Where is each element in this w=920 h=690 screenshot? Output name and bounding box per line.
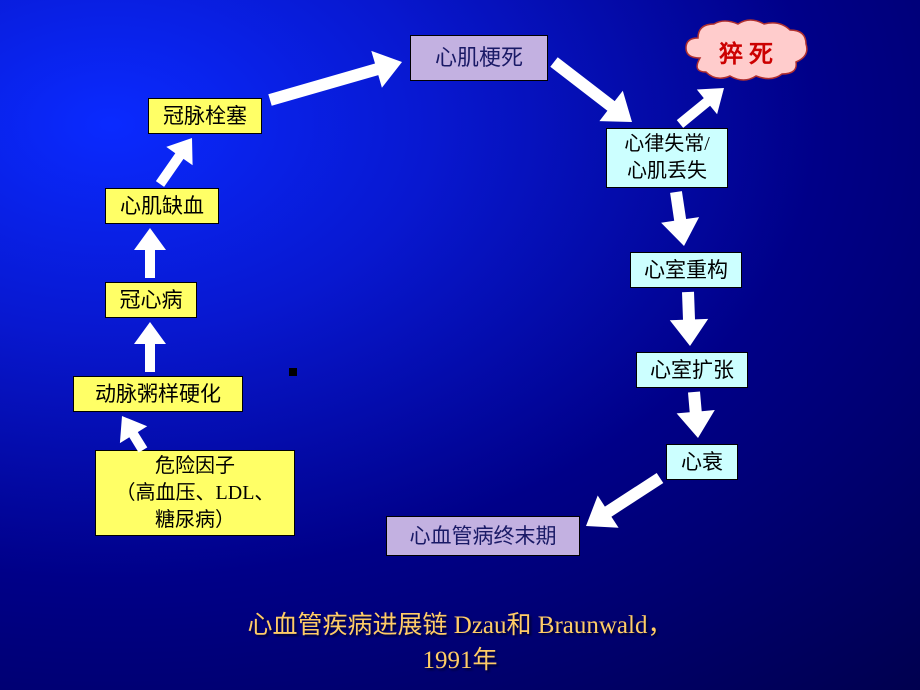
arrow <box>586 473 663 528</box>
arrow <box>661 191 699 246</box>
arrow <box>134 322 166 372</box>
arrows-layer <box>0 0 920 690</box>
arrow <box>677 392 715 439</box>
arrow <box>156 138 193 187</box>
arrow <box>670 292 708 346</box>
caption-line1: 心血管疾病进展链 Dzau和 Braunwald， <box>140 608 780 643</box>
arrow <box>120 416 147 453</box>
arrow <box>268 51 402 106</box>
caption-line2: 1991年 <box>140 643 780 678</box>
diagram-caption: 心血管疾病进展链 Dzau和 Braunwald， 1991年 <box>140 608 780 678</box>
arrow <box>134 228 166 278</box>
arrow <box>677 88 724 128</box>
bullet-dot <box>289 368 297 376</box>
arrow <box>550 57 632 122</box>
